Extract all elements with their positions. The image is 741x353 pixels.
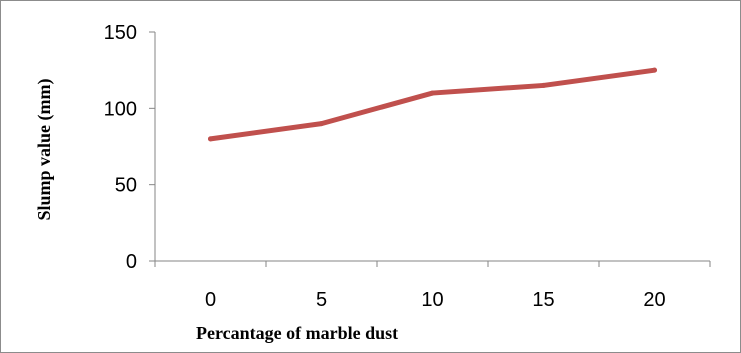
x-axis-title: Percantage of marble dust [196, 323, 398, 343]
series-layer [208, 67, 657, 142]
y-axis-ticks: 0 50 100 150 [104, 22, 155, 273]
y-tick-label: 100 [104, 98, 137, 120]
x-axis-ticks: 0 5 10 15 20 [154, 261, 711, 311]
data-point [541, 82, 546, 88]
y-tick-label: 0 [126, 251, 137, 273]
data-point [319, 121, 324, 127]
x-tick-label: 0 [205, 289, 216, 311]
x-tick-label: 20 [643, 289, 665, 311]
x-tick-label: 15 [532, 289, 554, 311]
y-axis-title: Slump value (mm) [34, 78, 55, 220]
x-tick-label: 10 [421, 289, 443, 311]
y-tick-label: 50 [115, 175, 137, 197]
y-tick-label: 150 [104, 22, 137, 44]
data-point [208, 136, 213, 142]
x-tick-label: 5 [316, 289, 327, 311]
data-point [652, 67, 657, 73]
data-point [430, 90, 435, 96]
axes [154, 32, 710, 262]
series-line [208, 67, 657, 142]
